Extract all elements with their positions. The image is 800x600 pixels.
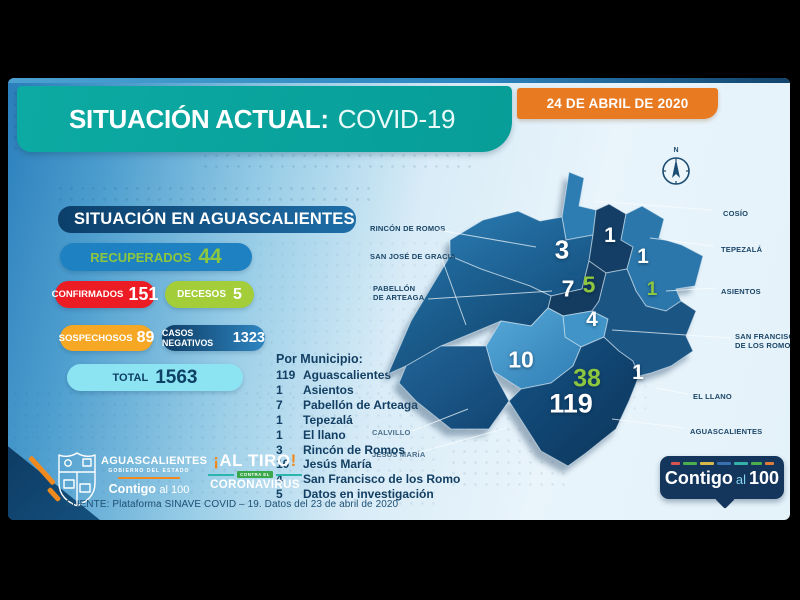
stat-pill-sospechosos: SOSPECHOSOS 89 bbox=[58, 325, 155, 351]
map-region-cosio bbox=[561, 171, 597, 241]
date-badge: 24 DE ABRIL DE 2020 bbox=[517, 88, 718, 119]
map-label-calvillo: CALVILLO bbox=[372, 428, 411, 437]
municipio-row: 10 Jesús María bbox=[276, 457, 372, 472]
date-text: 24 DE ABRIL DE 2020 bbox=[546, 96, 689, 111]
page-title-light: COVID-19 bbox=[337, 103, 456, 134]
gov-logo: AGUASCALIENTES GOBIERNO DEL ESTADO Conti… bbox=[101, 455, 208, 496]
slide-top-edge bbox=[8, 78, 790, 83]
compass-icon: N bbox=[662, 147, 690, 185]
logo-text: Contigo al 100 bbox=[664, 468, 780, 488]
teal-dash bbox=[208, 473, 235, 476]
map-label-aguascalientes: AGUASCALIENTES bbox=[690, 427, 763, 436]
svg-text:N: N bbox=[673, 147, 678, 154]
map-label-cosio: COSÍO bbox=[723, 209, 749, 218]
municipio-row: 5 Datos en investigación bbox=[276, 487, 434, 502]
municipio-row: 4 San Francisco de los Romo bbox=[276, 472, 461, 487]
stat-label: DECESOS bbox=[177, 289, 226, 300]
altiro-chip: CONTRA EL bbox=[237, 471, 273, 478]
altiro-logo: ¡AL TIRO! CONTRA EL CORONAVIRUS bbox=[196, 452, 314, 491]
altiro-coronavirus: CORONAVIRUS bbox=[210, 479, 300, 491]
map-label-el-llano: EL LLANO bbox=[693, 392, 732, 401]
page-title-bold: SITUACIÓN ACTUAL: bbox=[69, 103, 329, 134]
map-region-asientos bbox=[620, 205, 704, 312]
stat-label: CASOS NEGATIVOS bbox=[162, 328, 214, 348]
municipio-row: 3 Rincón de Romos bbox=[276, 442, 406, 457]
municipio-row: 119 Aguascalientes bbox=[276, 368, 392, 382]
map-label-san-francisco: SAN FRANCISCO DE LOS ROMO bbox=[735, 332, 790, 350]
stat-value: 1563 bbox=[155, 366, 198, 388]
map-count-tepezala: 1 bbox=[604, 224, 616, 247]
map-label-rincon-de-romos: RINCÓN DE ROMOS bbox=[370, 224, 446, 233]
municipio-row: 1 Tepezalá bbox=[276, 412, 353, 427]
map-label-san-jose-de-gracia: SAN JOSÉ DE GRACIA bbox=[370, 252, 456, 261]
map-label-asientos: ASIENTOS bbox=[721, 287, 761, 296]
stat-value: 151 bbox=[128, 284, 159, 304]
municipio-row: 7 Pabellón de Arteaga bbox=[276, 397, 418, 412]
altiro-title: ¡AL TIRO! bbox=[213, 451, 297, 470]
stat-value: 89 bbox=[136, 329, 155, 346]
state-map bbox=[387, 171, 704, 467]
stat-label: SOSPECHOSOS bbox=[58, 332, 133, 344]
map-label-pabellon: PABELLÓN DE ARTEAGA bbox=[373, 284, 425, 302]
stat-label: RECUPERADOS bbox=[90, 249, 192, 265]
gov-logo-slogan: Contigo al 100 bbox=[108, 482, 190, 496]
panel-title: SITUACIÓN EN AGUASCALIENTES bbox=[58, 206, 356, 233]
map-count-asientos: 1 bbox=[637, 245, 649, 268]
stat-pill-confirmados: CONFIRMADOS 151 bbox=[51, 281, 159, 308]
municipio-list: Por Municipio: 119 Aguascalientes 1 Asient… bbox=[276, 352, 460, 502]
municipio-heading: Por Municipio: bbox=[276, 352, 363, 366]
teal-dash bbox=[275, 473, 302, 476]
stat-value: 44 bbox=[198, 245, 222, 268]
stat-label: CONFIRMADOS bbox=[51, 289, 124, 300]
map-count-jesus-maria: 10 bbox=[508, 346, 534, 373]
stat-pill-recuperados: RECUPERADOS 44 bbox=[60, 243, 252, 271]
map-count-rincon: 3 bbox=[554, 234, 570, 265]
map-label-jesus-maria: JESÚS MARÍA bbox=[372, 450, 426, 459]
map-count-pabellon: 7 bbox=[561, 275, 575, 302]
altiro-middle: CONTRA EL bbox=[196, 471, 314, 478]
map-label-tepezala: TEPEZALÁ bbox=[721, 245, 763, 254]
map-count-green-1: 1 bbox=[646, 279, 658, 300]
map-count-green-38: 38 bbox=[573, 364, 601, 393]
municipio-row: 1 Asientos bbox=[276, 382, 354, 397]
map-region-el-llano bbox=[591, 268, 697, 377]
coat-of-arms-icon bbox=[58, 452, 96, 507]
map-count-el-llano: 1 bbox=[632, 361, 644, 384]
stat-pill-casos-negativos: CASOS NEGATIVOS 1323 bbox=[162, 325, 265, 351]
stat-pill-decesos: DECESOS 5 bbox=[165, 281, 254, 308]
dot-grid bbox=[55, 183, 370, 204]
map-region-calvillo bbox=[398, 345, 510, 430]
stat-pill-total: TOTAL 1563 bbox=[67, 364, 243, 391]
header-band: SITUACIÓN ACTUAL: COVID-19 bbox=[17, 86, 512, 152]
map-count-aguascalientes: 119 bbox=[549, 388, 593, 419]
stat-value: 1323 bbox=[232, 330, 265, 346]
gov-logo-subtitle: GOBIERNO DEL ESTADO bbox=[108, 468, 190, 474]
source-note: FUENTE: Plataforma SINAVE COVID – 19. Da… bbox=[66, 499, 399, 510]
contigo-al-100-logo: Contigo al 100 bbox=[660, 456, 784, 499]
logo-color-dashes bbox=[660, 462, 784, 465]
map-count-san-francisco: 4 bbox=[586, 308, 598, 331]
stat-value: 5 bbox=[233, 285, 242, 303]
slide: SITUACIÓN ACTUAL: COVID-19 24 DE ABRIL D… bbox=[8, 78, 790, 520]
municipio-row: 1 El llano bbox=[276, 427, 346, 442]
stat-label: TOTAL bbox=[112, 371, 149, 384]
map-count-green-5: 5 bbox=[582, 271, 596, 298]
gov-logo-state: AGUASCALIENTES bbox=[101, 455, 208, 467]
gov-logo-divider bbox=[118, 477, 180, 479]
